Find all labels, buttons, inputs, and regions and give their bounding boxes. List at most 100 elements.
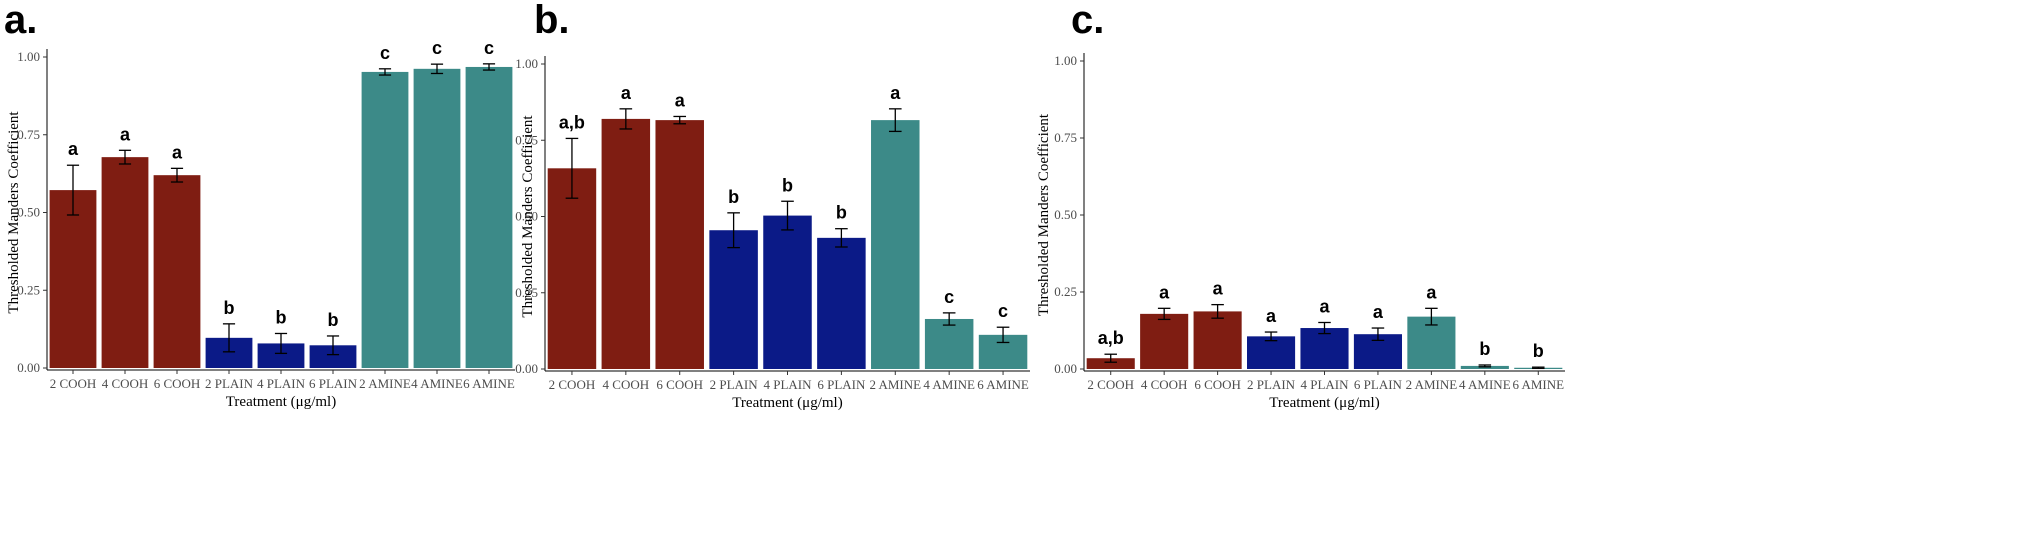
y-tick-label: 1.00 (515, 56, 538, 71)
significance-label: a (1426, 282, 1437, 302)
bar-4-cooh (601, 118, 651, 370)
bar-6-cooh (1193, 311, 1242, 369)
significance-label: a (68, 139, 79, 159)
y-tick-label: 0.50 (1054, 207, 1077, 222)
significance-label: a (1213, 279, 1224, 299)
x-tick-label: 6 AMINE (1512, 377, 1564, 392)
significance-label: a (675, 90, 686, 110)
y-tick-label: 0.00 (1054, 361, 1077, 376)
bar-2-cooh (1086, 358, 1135, 369)
bar-6-plain (817, 237, 866, 369)
significance-label: b (728, 187, 739, 207)
significance-label: c (380, 43, 390, 63)
x-tick-label: 4 COOH (603, 377, 650, 392)
significance-label: b (1479, 339, 1490, 359)
x-tick-label: 2 PLAIN (205, 376, 254, 391)
bar-2-amine (871, 120, 920, 370)
x-tick-label: 2 PLAIN (1247, 377, 1296, 392)
significance-label: b (328, 310, 339, 330)
bar-4-cooh (101, 157, 149, 368)
y-tick-label: 0.00 (17, 360, 40, 375)
significance-label: a (120, 124, 131, 144)
significance-label: a (621, 83, 632, 103)
x-tick-label: 4 PLAIN (763, 377, 812, 392)
bar-2-plain (1247, 336, 1296, 369)
bar-6-cooh (153, 175, 201, 368)
y-axis-title: Thresholded Manders Coefficient (520, 115, 536, 318)
x-tick-label: 4 AMINE (411, 376, 463, 391)
x-tick-label: 4 PLAIN (257, 376, 306, 391)
x-tick-label: 2 AMINE (869, 377, 921, 392)
significance-label: c (998, 301, 1008, 321)
y-tick-label: 1.00 (1054, 53, 1077, 68)
bar-4-amine (413, 68, 461, 369)
y-tick-label: 0.25 (515, 285, 538, 300)
bar-6-amine (465, 66, 513, 369)
x-tick-label: 6 AMINE (463, 376, 515, 391)
panel-label: c. (1071, 0, 1104, 42)
bar-2-cooh (547, 168, 597, 369)
x-tick-label: 6 PLAIN (309, 376, 358, 391)
x-axis-title: Treatment (μg/ml) (732, 395, 842, 411)
bar-4-plain (763, 215, 812, 369)
y-tick-label: 0.25 (1054, 284, 1077, 299)
bar-2-amine (361, 71, 409, 368)
x-tick-label: 6 PLAIN (1354, 377, 1403, 392)
y-axis-title: Thresholded Manders Coefficient (6, 111, 22, 314)
chart-panel-1: a. 0.00 0.25 0.50 0.75 1.00 a 2 COOH a 4 COOH a 6 C… (4, 0, 515, 410)
x-tick-label: 2 PLAIN (710, 377, 759, 392)
significance-label: a,b (559, 112, 585, 132)
significance-label: c (484, 38, 494, 58)
significance-label: a (890, 83, 901, 103)
significance-label: b (224, 298, 235, 318)
y-axis-title: Thresholded Manders Coefficient (1036, 113, 1052, 316)
chart-panel-3: c. 0.00 0.25 0.50 0.75 1.00 a,b 2 COOH a 4 COOH a 6… (1036, 0, 1565, 411)
y-tick-label: 1.00 (17, 49, 40, 64)
x-tick-label: 2 COOH (1087, 377, 1134, 392)
bar-4-cooh (1140, 313, 1189, 369)
significance-label: a (1319, 296, 1330, 316)
y-tick-label: 0.50 (17, 205, 40, 220)
significance-label: a (1373, 302, 1384, 322)
x-tick-label: 2 AMINE (359, 376, 411, 391)
bar-6-plain (309, 345, 357, 368)
significance-label: a (172, 142, 183, 162)
x-tick-label: 6 PLAIN (817, 377, 866, 392)
x-tick-label: 4 AMINE (923, 377, 975, 392)
x-tick-label: 2 AMINE (1406, 377, 1458, 392)
y-tick-label: 0.75 (515, 132, 538, 147)
x-tick-label: 6 COOH (1194, 377, 1241, 392)
significance-label: b (1533, 341, 1544, 361)
x-tick-label: 6 COOH (656, 377, 703, 392)
chart-panel-2: b. 0.00 0.25 0.50 0.75 1.00 a,b 2 COOH a 4 COOH a 6… (515, 0, 1030, 411)
x-tick-label: 2 COOH (549, 377, 596, 392)
significance-label: c (432, 38, 442, 58)
significance-label: a (1266, 306, 1277, 326)
x-tick-label: 4 COOH (102, 376, 149, 391)
x-tick-label: 6 AMINE (977, 377, 1029, 392)
significance-label: a (1159, 282, 1170, 302)
y-tick-label: 0.50 (515, 209, 538, 224)
y-tick-label: 0.25 (17, 282, 40, 297)
bar-4-plain (1300, 328, 1349, 369)
significance-label: b (836, 203, 847, 223)
significance-label: a,b (1098, 328, 1124, 348)
y-tick-label: 0.00 (515, 361, 538, 376)
panel-label: a. (4, 0, 37, 42)
x-tick-label: 4 COOH (1141, 377, 1188, 392)
y-tick-label: 0.75 (17, 127, 40, 142)
significance-label: c (944, 287, 954, 307)
significance-label: b (276, 307, 287, 327)
y-tick-label: 0.75 (1054, 130, 1077, 145)
bar-4-amine (924, 318, 974, 369)
bar-2-plain (709, 230, 758, 369)
x-axis-title: Treatment (μg/ml) (1269, 395, 1379, 411)
x-axis-title: Treatment (μg/ml) (226, 394, 336, 410)
bar-6-cooh (655, 120, 704, 370)
x-tick-label: 4 AMINE (1459, 377, 1511, 392)
bar-2-cooh (49, 190, 97, 368)
x-tick-label: 2 COOH (50, 376, 97, 391)
significance-label: b (782, 175, 793, 195)
panel-label: b. (534, 0, 570, 42)
